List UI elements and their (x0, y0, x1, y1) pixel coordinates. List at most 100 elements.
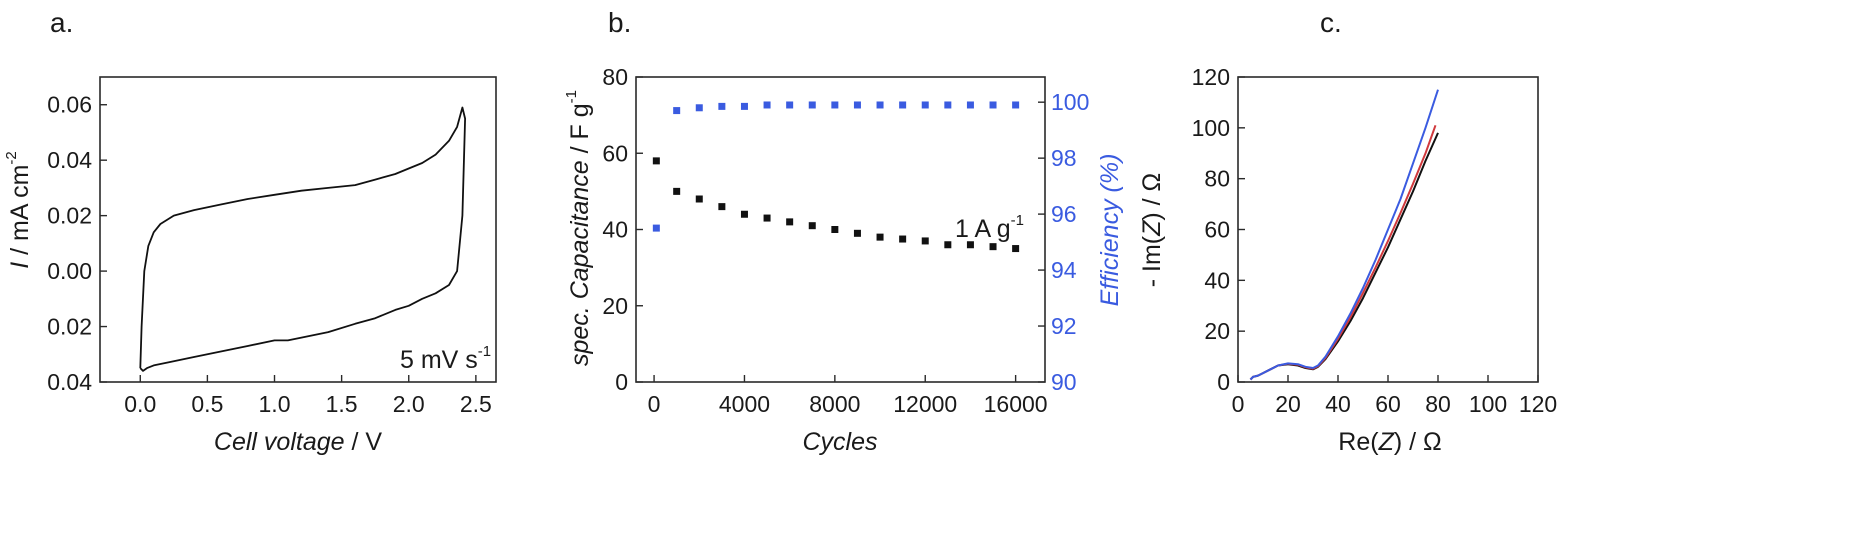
panel-b-efficiency-point (718, 102, 726, 110)
panel-c-y-ticks: 0 20 40 60 80 100 120 (1192, 64, 1245, 395)
panel-c-x-tick-label: 20 (1275, 391, 1301, 417)
panel-c: c. 0 20 40 60 80 100 120 0 20 40 60 80 100 120 Re(Z)… (1138, 7, 1557, 456)
panel-b-capacitance-point (966, 241, 974, 249)
panel-b-letter: b. (608, 7, 631, 38)
panel-c-x-tick-label: 40 (1325, 391, 1351, 417)
panel-b-efficiency-point (1012, 101, 1020, 109)
panel-b-series (652, 101, 1020, 253)
panel-b-x-tick-label: 8000 (809, 391, 860, 417)
panel-a-x-tick-label: 2.0 (393, 391, 425, 417)
panel-c-blue-line (1249, 89, 1439, 381)
panel-b-capacitance-point (853, 229, 861, 237)
panel-b-x-label: Cycles (802, 428, 877, 456)
panel-b-right-y-tick-label: 98 (1051, 145, 1077, 171)
panel-a-y-tick-label: 0.04 (47, 369, 92, 395)
panel-c-y-tick-label: 80 (1204, 166, 1230, 192)
panel-a-x-tick-label: 2.5 (460, 391, 492, 417)
panel-b-right-y-tick-label: 90 (1051, 369, 1077, 395)
panel-b-right-y-tick-label: 92 (1051, 313, 1077, 339)
panel-a-y-tick-label: 0.02 (47, 314, 92, 340)
panel-b-left-y-label: spec. Capacitance / F g-1 (563, 90, 594, 366)
panel-b-left-y-tick-label: 0 (615, 369, 628, 395)
panel-b-right-y-tick-label: 100 (1051, 89, 1089, 115)
panel-b-capacitance-point (763, 214, 771, 222)
panel-a-y-label: I / mA cm-2 (3, 151, 34, 269)
panel-a-series (139, 106, 467, 372)
panel-c-x-tick-label: 100 (1469, 391, 1507, 417)
panel-b-capacitance-point (718, 203, 726, 211)
panel-b-efficiency-point (944, 101, 952, 109)
panel-b-right-y-tick-label: 94 (1051, 257, 1077, 283)
panel-b-x-tick-label: 0 (648, 391, 661, 417)
panel-c-y-tick-label: 120 (1192, 64, 1230, 90)
panel-b-left-y-tick-label: 60 (602, 140, 628, 166)
panel-b-left-y-tick-label: 40 (602, 217, 628, 243)
panel-b-efficiency-point (831, 101, 839, 109)
panel-a-x-tick-label: 1.5 (326, 391, 358, 417)
panel-b-efficiency-point (695, 104, 703, 112)
panel-b-capacitance-point (695, 195, 703, 203)
panel-c-x-label: Re(Z) / Ω (1338, 428, 1441, 456)
panel-a-x-label: Cell voltage / V (214, 428, 382, 456)
panel-b-efficiency-point (740, 102, 748, 110)
panel-c-y-tick-label: 40 (1204, 267, 1230, 293)
panel-c-y-tick-label: 100 (1192, 115, 1230, 141)
panel-b-capacitance-point (808, 222, 816, 230)
panel-a-x-ticks: 0.0 0.5 1.0 1.5 2.0 2.5 (124, 375, 492, 417)
panel-c-x-tick-label: 80 (1425, 391, 1451, 417)
panel-b-capacitance-point (673, 187, 681, 195)
panel-b-capacitance-point (876, 233, 884, 241)
panel-b-right-y-ticks: 90 92 94 96 98 100 (1038, 89, 1089, 395)
panel-b-efficiency-point (808, 101, 816, 109)
panel-a-x-tick-label: 0.0 (124, 391, 156, 417)
panel-a-cv-loop-line (139, 106, 467, 372)
panel-b-annotation: 1 A g-1 (955, 212, 1024, 243)
panel-b-capacitance-point (1012, 245, 1020, 253)
panel-b-right-y-tick-label: 96 (1051, 201, 1077, 227)
panel-b-x-tick-label: 12000 (893, 391, 957, 417)
panel-b-x-tick-label: 16000 (984, 391, 1048, 417)
panel-b-capacitance-point (921, 237, 929, 245)
panel-b-efficiency-point (966, 101, 974, 109)
panel-b-capacitance-point (989, 243, 997, 251)
panel-b-efficiency-point (876, 101, 884, 109)
panel-c-y-tick-label: 0 (1217, 369, 1230, 395)
panel-a-y-tick-label: 0.06 (47, 92, 92, 118)
panel-b-efficiency-point (899, 101, 907, 109)
panel-a-y-ticks: 0.04 0.02 0.00 0.02 0.04 0.06 (47, 92, 107, 395)
panel-b-efficiency-point (853, 101, 861, 109)
panel-a: a. 0.0 0.5 1.0 1.5 2.0 2.5 0.040.020.000.020.… (3, 7, 497, 456)
panel-c-letter: c. (1320, 7, 1342, 38)
panel-c-series (1249, 89, 1439, 381)
panel-c-y-label: - Im(Z) / Ω (1138, 173, 1166, 288)
panel-b-x-ticks: 0 4000 8000 12000 16000 (648, 375, 1048, 417)
panel-a-y-tick-label: 0.02 (47, 203, 92, 229)
panel-b-efficiency-point (652, 224, 660, 232)
panel-a-annotation: 5 mV s-1 (400, 343, 491, 374)
panel-c-y-tick-label: 20 (1204, 318, 1230, 344)
panel-a-plot-frame (99, 76, 497, 383)
panel-b-left-y-ticks: 0 20 40 60 80 (602, 64, 643, 395)
panel-b-efficiency-point (989, 101, 997, 109)
panel-a-x-tick-label: 1.0 (259, 391, 291, 417)
panel-c-x-tick-label: 120 (1519, 391, 1557, 417)
panel-a-x-tick-label: 0.5 (191, 391, 223, 417)
panel-c-x-tick-label: 0 (1232, 391, 1245, 417)
panel-b-capacitance-point (652, 157, 660, 165)
panel-c-x-tick-label: 60 (1375, 391, 1401, 417)
panel-c-x-ticks: 0 20 40 60 80 100 120 (1232, 375, 1557, 417)
panel-b-left-y-tick-label: 20 (602, 293, 628, 319)
panel-b-capacitance-point (831, 226, 839, 233)
panel-b-capacitance-point (740, 210, 748, 218)
panel-b-efficiency-point (763, 101, 771, 109)
panel-b-right-y-label: Efficiency (%) (1096, 154, 1124, 307)
panel-a-letter: a. (50, 7, 73, 38)
panel-b-x-tick-label: 4000 (719, 391, 770, 417)
panel-a-y-tick-label: 0.04 (47, 147, 92, 173)
panel-b-capacitance-point (786, 218, 794, 226)
panel-b-left-y-tick-label: 80 (602, 64, 628, 90)
panel-b-efficiency-point (921, 101, 929, 109)
panel-b-capacitance-point (944, 241, 952, 249)
